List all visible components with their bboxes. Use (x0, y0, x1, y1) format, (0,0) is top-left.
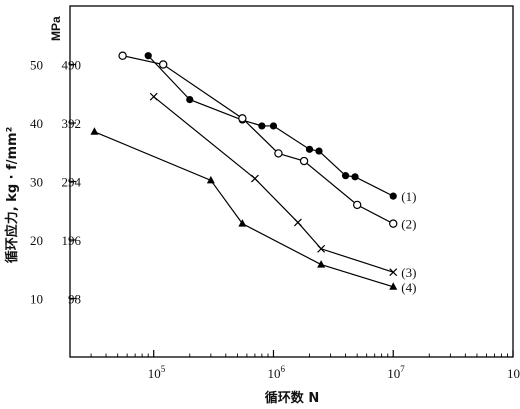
series-4: (4) (90, 127, 416, 295)
x-tick-label: 105 (148, 364, 166, 381)
x-tick-exponent: 7 (400, 364, 405, 374)
mpa-unit-label: MPa (49, 16, 63, 41)
x-tick-label: 108 (507, 364, 520, 381)
x-tick-label: 107 (387, 364, 405, 381)
data-point (238, 114, 247, 123)
y-tick-label-mpa: 98 (68, 292, 81, 307)
data-point (389, 192, 397, 200)
series-1: (1) (144, 52, 416, 204)
data-point (90, 127, 99, 135)
y-tick-label-kgf: 10 (30, 292, 43, 307)
series-label: (4) (401, 280, 416, 295)
x-tick-base: 10 (507, 366, 520, 381)
data-point (250, 174, 259, 183)
data-point (238, 219, 247, 227)
data-point (351, 173, 359, 181)
y-axis-title: 循环应力, kg · f/mm² (4, 127, 20, 264)
data-point (118, 51, 127, 60)
data-point (317, 260, 326, 268)
series-3: (3) (149, 92, 416, 280)
data-point (149, 92, 158, 101)
series-label: (2) (401, 217, 416, 232)
x-tick-base: 10 (267, 366, 280, 381)
data-point (389, 219, 398, 228)
series-label: (1) (401, 189, 416, 204)
series-line (94, 131, 394, 288)
x-tick-exponent: 5 (161, 364, 166, 374)
data-point (158, 60, 168, 69)
data-point (315, 147, 323, 155)
x-tick-base: 10 (148, 366, 161, 381)
y-tick-label-kgf: 20 (30, 233, 43, 248)
y-tick-label-mpa: 490 (62, 58, 82, 73)
data-point (258, 122, 266, 130)
series-2: (2) (118, 51, 416, 232)
data-point (305, 145, 314, 153)
y-tick-label-kgf: 50 (30, 58, 43, 73)
y-tick-label-mpa: 294 (62, 175, 82, 190)
data-point (293, 218, 302, 227)
series-line (147, 55, 394, 197)
data-point (274, 149, 283, 158)
y-tick-label-mpa: 196 (62, 233, 82, 248)
data-point (389, 282, 398, 290)
series-line (122, 55, 394, 225)
data-point (341, 172, 350, 180)
series-layer: (1) (2) (3)(4) (90, 51, 416, 295)
data-point (317, 244, 326, 253)
data-point (299, 156, 309, 166)
series-label: (3) (401, 265, 416, 280)
data-point (389, 268, 398, 277)
x-axis-title: 循环数 N (265, 390, 319, 406)
y-tick-label-mpa: 392 (62, 116, 82, 131)
data-point (144, 52, 152, 60)
data-point (206, 175, 215, 184)
x-tick-label: 106 (267, 364, 285, 381)
data-point (186, 96, 194, 104)
y-tick-label-kgf: 40 (30, 116, 43, 131)
x-tick-exponent: 6 (280, 364, 285, 374)
x-tick-base: 10 (387, 366, 400, 381)
data-point (269, 122, 278, 130)
data-point (352, 200, 362, 210)
y-tick-label-kgf: 30 (30, 175, 43, 190)
axes: 109820196302944039250490105106107108 (30, 5, 520, 381)
